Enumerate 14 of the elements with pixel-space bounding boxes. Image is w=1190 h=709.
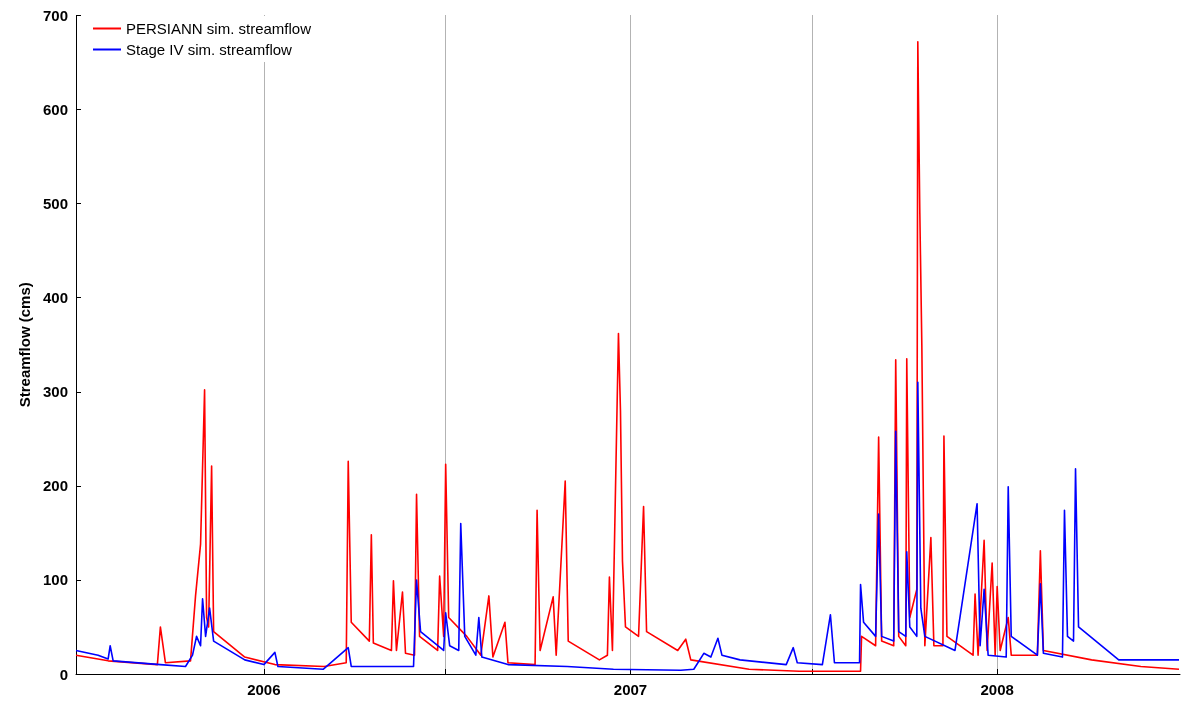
y-tick-label: 500	[42, 195, 68, 213]
legend-label: Stage IV sim. streamflow	[126, 41, 293, 58]
y-tick-label: 0	[59, 665, 68, 683]
legend-label: PERSIANN sim. streamflow	[126, 20, 312, 37]
x-tick-label: 2007	[613, 681, 648, 698]
y-tick-label: 700	[42, 7, 68, 24]
y-tick-label: 600	[42, 101, 68, 119]
x-tick-label: 2008	[980, 681, 1014, 698]
y-axis-title: Streamflow (cms)	[16, 282, 33, 408]
x-tick-label: 2006	[247, 681, 281, 698]
y-tick-label: 400	[42, 289, 68, 307]
y-tick-label: 200	[42, 477, 68, 495]
y-tick-label: 100	[42, 571, 68, 589]
y-tick-label: 300	[42, 383, 68, 401]
